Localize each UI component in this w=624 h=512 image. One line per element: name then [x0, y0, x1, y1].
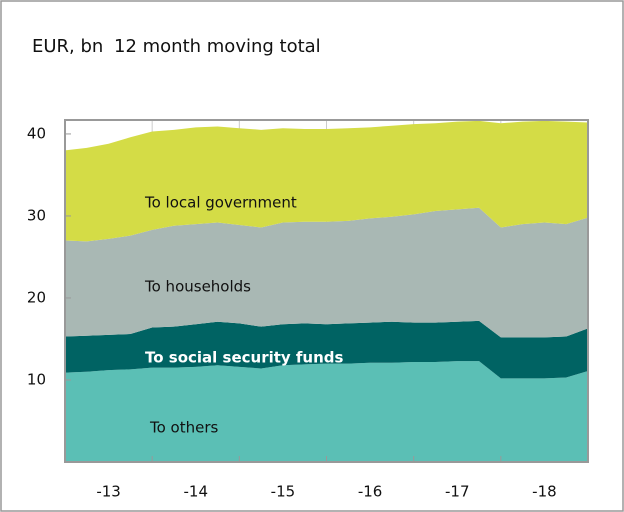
x-tick-label: -14	[184, 483, 209, 501]
x-tick-label: -15	[271, 483, 296, 501]
x-tick-label: -18	[532, 483, 557, 501]
chart-subtitle: 12 month moving total	[114, 36, 321, 57]
series-label: To local government	[144, 194, 297, 212]
y-tick-label: 40	[27, 124, 46, 142]
series-label: To social security funds	[145, 349, 344, 367]
area	[65, 320, 588, 379]
x-tick-label: -16	[358, 483, 383, 501]
series-label: To others	[149, 419, 219, 437]
x-tick-label: -17	[445, 483, 470, 501]
y-tick-label: 20	[27, 288, 46, 306]
chart-title: EUR, bn	[32, 36, 103, 57]
y-tick-label: 10	[27, 370, 46, 388]
y-tick-label: 30	[27, 206, 46, 224]
area	[65, 207, 588, 338]
area	[65, 120, 588, 242]
area	[65, 361, 588, 462]
series-label: To households	[144, 278, 251, 296]
x-tick-label: -13	[96, 483, 121, 501]
